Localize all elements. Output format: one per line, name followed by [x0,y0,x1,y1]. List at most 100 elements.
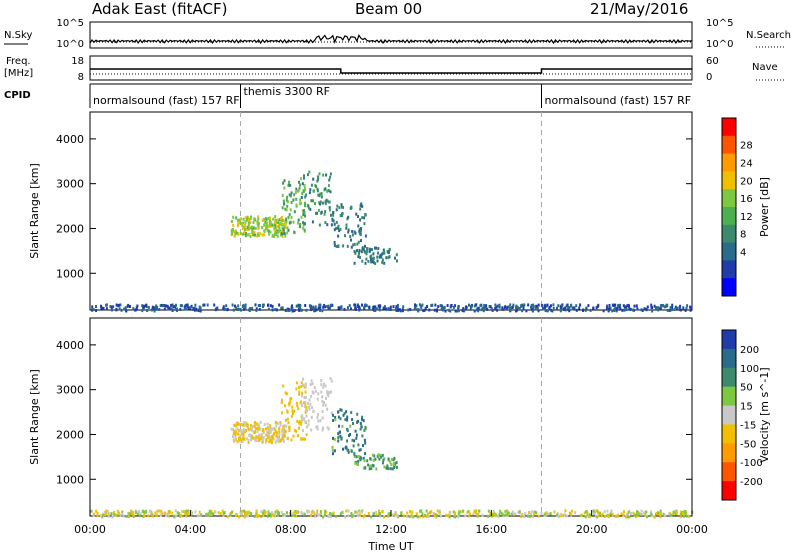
data-cell [307,206,310,210]
data-cell [327,514,330,518]
data-cell [329,515,332,519]
data-cell [345,509,348,513]
data-cell [595,509,598,513]
data-cell [605,306,608,310]
data-cell [199,514,202,518]
data-cell [610,510,613,513]
data-cell [235,424,237,428]
y-axis-label: Slant Range [km] [28,163,41,259]
data-cell [301,226,304,230]
data-cell [394,307,397,311]
data-cell [281,306,284,310]
data-cell [307,423,310,427]
data-cell [314,515,317,518]
data-cell [315,211,317,215]
data-cell [377,304,380,308]
data-cell [659,512,662,516]
data-cell [380,455,383,459]
data-cell [522,307,525,311]
data-cell [361,303,363,307]
data-cell [564,509,567,513]
data-cell [300,201,302,205]
data-cell [385,256,388,260]
data-cell [279,439,282,443]
data-cell [245,232,247,236]
data-cell [337,245,340,248]
data-cell [293,309,296,313]
data-cell [575,304,578,308]
data-cell [311,199,314,203]
data-cell [231,510,234,514]
data-cell [298,386,301,390]
data-cell [482,309,485,313]
data-cell [240,217,242,221]
data-cell [305,308,308,312]
data-cell [249,424,252,427]
data-cell [393,456,396,460]
data-cell [651,309,654,313]
data-cell [328,184,330,188]
data-cell [300,437,303,441]
cpid-segment-label: normalsound (fast) 157 RF [93,94,240,107]
data-cell [308,170,311,174]
noise-tick-bottom: 10^0 [57,39,84,50]
data-cell [274,224,276,228]
data-cell [242,225,245,229]
data-cell [303,417,305,421]
freq-tick-bottom: 8 [78,72,84,83]
data-cell [184,510,187,514]
data-cell [239,429,242,433]
data-cell [383,305,386,309]
data-cell [135,308,137,312]
data-cell [297,218,300,222]
data-cell [158,308,161,311]
data-cell [473,309,476,313]
data-cell [262,511,264,515]
data-cell [422,309,425,313]
data-cell [242,217,245,221]
data-cell [257,215,259,219]
data-cell [664,305,666,309]
data-cell [542,307,545,311]
data-cell [615,307,618,311]
data-cell [288,180,291,184]
data-cell [160,510,163,514]
data-cell [626,512,629,516]
colorbar-cell [722,260,736,279]
data-cell [515,304,518,308]
data-cell [239,423,242,427]
data-cell [361,415,364,419]
data-cell [260,433,263,437]
data-cell [167,514,170,518]
data-cell [247,441,250,444]
data-cell [286,226,289,230]
data-cell [513,512,516,516]
data-cell [318,172,321,176]
data-cell [570,513,573,517]
data-cell [91,305,94,309]
data-cell [616,514,619,518]
data-cell [214,510,217,514]
data-cell [369,464,372,468]
data-cell [334,418,337,422]
data-cell [238,515,240,519]
data-cell [352,444,355,448]
data-cell [613,308,615,312]
colorbar-cell [722,118,736,137]
data-cell [357,455,360,459]
data-cell [194,303,197,307]
data-cell [171,303,174,307]
data-cell [364,250,367,254]
data-cell [305,414,308,418]
data-cell [237,428,240,432]
data-cell [302,512,305,516]
data-cell [659,307,662,311]
x-tick-label: 00:00 [74,523,106,536]
data-cell [235,216,238,220]
colorbar-cell [722,278,736,297]
data-cell [238,221,240,225]
data-cell [324,384,327,388]
data-cell [490,307,493,311]
data-cell [301,414,304,418]
data-cell [320,379,323,383]
